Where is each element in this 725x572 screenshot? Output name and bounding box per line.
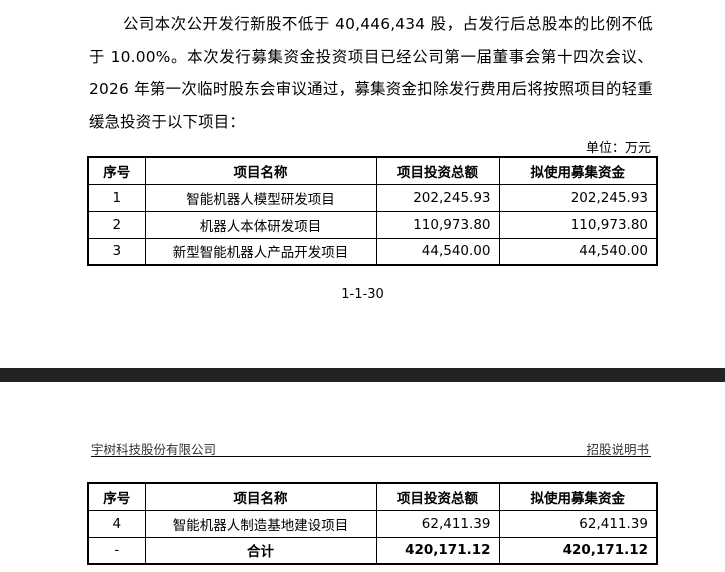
- cell-index: -: [87, 536, 146, 565]
- cell-total: 44,540.00: [375, 237, 500, 266]
- cell-funds: 62,411.39: [498, 509, 658, 538]
- company-name: 宇树科技股份有限公司: [91, 442, 217, 457]
- table-row: 4 智能机器人制造基地建设项目 62,411.39 62,411.39: [87, 509, 658, 538]
- table-row: 3 新型智能机器人产品开发项目 44,540.00 44,540.00: [87, 237, 658, 266]
- cell-index: 2: [87, 210, 146, 239]
- cell-index: 3: [87, 237, 146, 266]
- cell-funds: 110,973.80: [498, 210, 658, 239]
- table-row: 2 机器人本体研发项目 110,973.80 110,973.80: [87, 210, 658, 239]
- cell-total: 202,245.93: [375, 183, 500, 212]
- cell-funds: 202,245.93: [498, 183, 658, 212]
- cell-total: 420,171.12: [375, 536, 500, 565]
- header-cell: 项目投资总额: [375, 156, 500, 185]
- table-header-row: 序号 项目名称 项目投资总额 拟使用募集资金: [87, 482, 658, 511]
- page-separator: [0, 368, 725, 382]
- table-header-row: 序号 项目名称 项目投资总额 拟使用募集资金: [87, 156, 658, 185]
- cell-name: 合计: [144, 536, 377, 565]
- cell-funds: 44,540.00: [498, 237, 658, 266]
- investment-table-part1: 序号 项目名称 项目投资总额 拟使用募集资金 1 智能机器人模型研发项目 202…: [87, 156, 658, 266]
- unit-label: 单位：万元: [585, 141, 651, 156]
- header-cell: 拟使用募集资金: [498, 156, 658, 185]
- document-type: 招股说明书: [586, 442, 649, 457]
- cell-index: 1: [87, 183, 146, 212]
- header-cell: 项目投资总额: [375, 482, 500, 511]
- header-cell: 项目名称: [144, 482, 377, 511]
- cell-name: 机器人本体研发项目: [144, 210, 377, 239]
- investment-table-part2: 序号 项目名称 项目投资总额 拟使用募集资金 4 智能机器人制造基地建设项目 6…: [87, 482, 658, 565]
- cell-total: 62,411.39: [375, 509, 500, 538]
- table-total-row: - 合计 420,171.12 420,171.12: [87, 536, 658, 565]
- cell-total: 110,973.80: [375, 210, 500, 239]
- page-number: 1-1-30: [341, 287, 384, 302]
- cell-name: 新型智能机器人产品开发项目: [144, 237, 377, 266]
- page-header: 宇树科技股份有限公司 招股说明书: [91, 439, 651, 457]
- cell-index: 4: [87, 509, 146, 538]
- header-cell: 项目名称: [144, 156, 377, 185]
- cell-funds: 420,171.12: [498, 536, 658, 565]
- header-cell: 序号: [87, 156, 146, 185]
- cell-name: 智能机器人制造基地建设项目: [144, 509, 377, 538]
- header-cell: 拟使用募集资金: [498, 482, 658, 511]
- body-paragraph: 公司本次公开发行新股不低于 40,446,434 股，占发行后总股本的比例不低于…: [89, 15, 653, 131]
- header-cell: 序号: [87, 482, 146, 511]
- table-row: 1 智能机器人模型研发项目 202,245.93 202,245.93: [87, 183, 658, 212]
- cell-name: 智能机器人模型研发项目: [144, 183, 377, 212]
